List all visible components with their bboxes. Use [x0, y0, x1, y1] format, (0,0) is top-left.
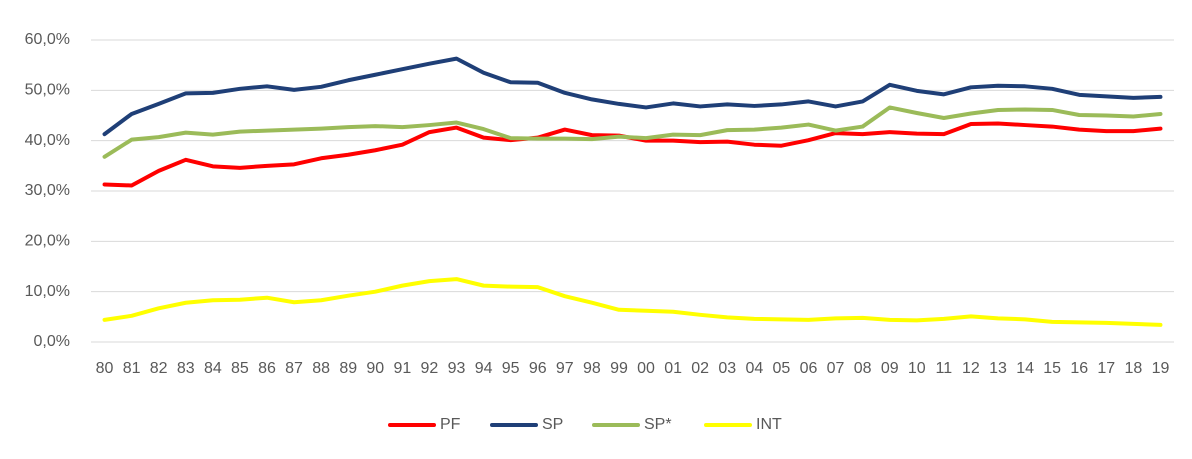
x-tick-label: 91	[393, 360, 411, 377]
y-tick-label: 20,0%	[25, 233, 70, 250]
x-tick-label: 82	[150, 360, 168, 377]
legend-label: PF	[440, 416, 461, 433]
x-tick-label: 07	[827, 360, 845, 377]
y-tick-label: 10,0%	[25, 283, 70, 300]
x-tick-label: 16	[1070, 360, 1088, 377]
series-line	[102, 277, 1163, 327]
x-tick-label: 04	[745, 360, 763, 377]
x-tick-label: 94	[475, 360, 493, 377]
x-tick-label: 09	[881, 360, 899, 377]
x-tick-label: 13	[989, 360, 1007, 377]
x-tick-label: 83	[177, 360, 195, 377]
series-line	[102, 105, 1163, 159]
x-tick-label: 92	[421, 360, 439, 377]
x-tick-label: 12	[962, 360, 980, 377]
x-tick-label: 95	[502, 360, 520, 377]
x-tick-label: 93	[448, 360, 466, 377]
y-tick-label: 40,0%	[25, 132, 70, 149]
x-tick-label: 18	[1124, 360, 1142, 377]
x-tick-label: 10	[908, 360, 926, 377]
x-tick-label: 01	[664, 360, 682, 377]
x-tick-label: 03	[718, 360, 736, 377]
x-tick-label: 00	[637, 360, 655, 377]
y-tick-label: 50,0%	[25, 82, 70, 99]
x-tick-label: 11	[936, 360, 953, 377]
legend-label: SP*	[644, 416, 672, 433]
x-tick-label: 87	[285, 360, 303, 377]
x-tick-label: 99	[610, 360, 628, 377]
x-tick-label: 96	[529, 360, 547, 377]
y-tick-label: 30,0%	[25, 182, 70, 199]
x-tick-label: 85	[231, 360, 249, 377]
x-tick-label: 90	[366, 360, 384, 377]
legend-label: INT	[756, 416, 782, 433]
x-tick-label: 97	[556, 360, 574, 377]
x-tick-label: 14	[1016, 360, 1034, 377]
x-tick-label: 08	[854, 360, 872, 377]
x-tick-label: 88	[312, 360, 330, 377]
x-tick-label: 05	[773, 360, 791, 377]
x-tick-label: 19	[1152, 360, 1170, 377]
x-tick-label: 17	[1097, 360, 1115, 377]
series-line	[102, 56, 1163, 137]
series-line	[102, 121, 1163, 188]
x-tick-label: 06	[800, 360, 818, 377]
x-tick-label: 80	[96, 360, 114, 377]
legend-label: SP	[542, 416, 563, 433]
x-tick-label: 98	[583, 360, 601, 377]
x-tick-label: 15	[1043, 360, 1061, 377]
x-tick-label: 86	[258, 360, 276, 377]
x-tick-label: 81	[123, 360, 141, 377]
x-tick-label: 84	[204, 360, 222, 377]
y-tick-label: 0,0%	[34, 333, 70, 350]
x-tick-label: 89	[339, 360, 357, 377]
y-tick-label: 60,0%	[25, 31, 70, 48]
x-tick-label: 02	[691, 360, 709, 377]
